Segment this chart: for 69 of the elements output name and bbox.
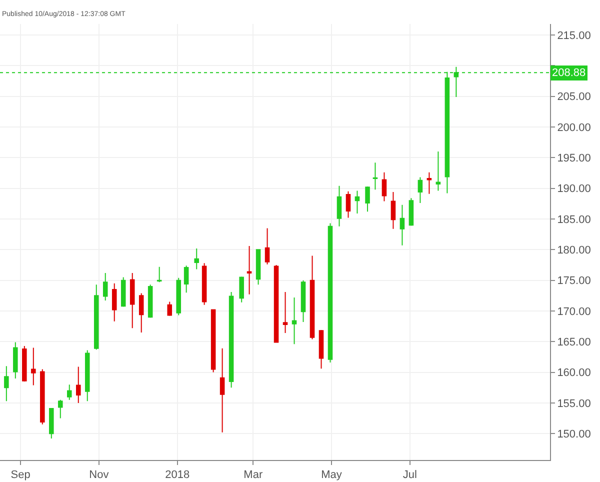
ref-line-label: 208.88 [552,67,586,79]
candlestick [346,190,351,218]
candlestick [84,350,90,402]
candlestick [256,249,261,286]
candlestick [130,272,135,329]
candlestick [239,276,244,303]
candlestick [167,301,172,316]
y-tick-label: 170.00 [557,306,591,318]
y-tick-label: 190.00 [557,183,591,196]
y-tick-label: 185.00 [557,214,591,226]
candlestick [156,266,162,283]
candlestick [40,368,45,425]
x-tick-label: Jul [402,469,417,482]
y-tick-label: 195.00 [557,152,591,165]
candlestick [382,172,387,202]
candlestick [220,348,225,433]
candlestick [210,309,216,373]
candlestick [274,264,279,343]
candlestick [148,284,153,318]
x-tick-label: 2018 [165,469,190,482]
y-tick-label: 175.00 [557,275,591,288]
candlestick [372,162,378,190]
candlestick [112,282,117,322]
x-tick-label: Nov [89,469,110,482]
candlestick [94,284,99,350]
candlestick [426,172,432,194]
y-tick-label: 165.00 [557,336,591,348]
candlestick [58,399,63,419]
candlestick [176,277,182,316]
y-tick-label: 150.00 [557,428,591,440]
candlestick [336,185,342,227]
candlestick [292,297,297,345]
y-tick-label: 160.00 [557,367,591,380]
candlestick [436,151,441,192]
candlestick [310,255,315,340]
x-tick-label: Mar [244,469,263,482]
candlestick [400,204,405,246]
y-tick-label: 205.00 [557,91,591,104]
candlestick [228,291,234,388]
candlestick [418,176,423,204]
x-tick-label: May [321,469,342,482]
candlestick [138,292,144,333]
y-tick-label: 180.00 [557,244,591,257]
y-tick-label: 200.00 [557,122,591,134]
candlestick [202,262,207,306]
x-tick-label: Sep [10,469,30,482]
candlestick [22,345,27,382]
candlestick [282,291,288,334]
candlestick [246,245,252,295]
candlestick [318,330,324,370]
candlestick [328,222,333,363]
candlestick [194,248,199,270]
candlestick [49,408,54,440]
candlestick [13,342,18,379]
candlestick [365,186,370,212]
candlestick [102,272,108,302]
candlestick [76,366,81,404]
candlestick [31,347,36,386]
candlestick [120,276,126,308]
candlestick [300,280,306,323]
y-tick-label: 155.00 [557,398,591,410]
candlestick [184,265,189,294]
candlestick [264,228,270,265]
candlestick [4,366,9,402]
candlestick [390,192,396,230]
candlestick [408,198,414,226]
y-tick-label: 215.00 [557,30,591,42]
candlestick [354,190,360,214]
candlestick [67,384,72,400]
